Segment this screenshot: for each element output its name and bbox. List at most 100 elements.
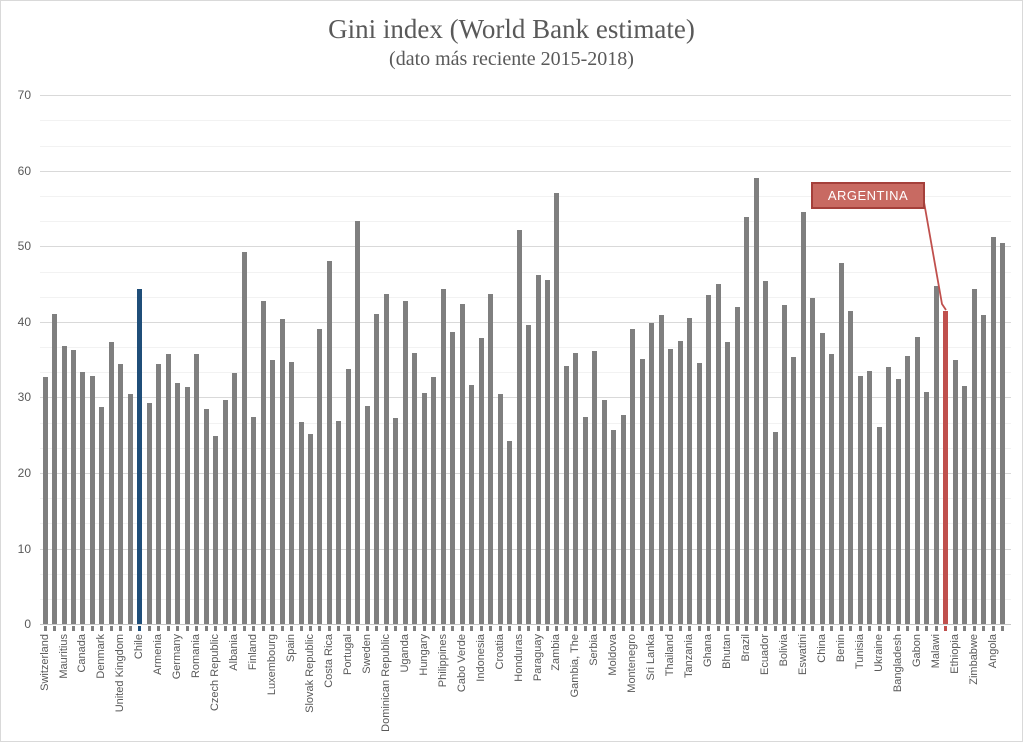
bar-bolivia[interactable]: [781, 305, 787, 624]
bar[interactable]: [70, 349, 76, 624]
bar[interactable]: [886, 367, 892, 624]
bar-albania[interactable]: [232, 373, 238, 624]
bar[interactable]: [753, 177, 759, 624]
bar[interactable]: [848, 310, 854, 624]
bar-ethiopia[interactable]: [952, 359, 958, 624]
bar[interactable]: [507, 441, 512, 624]
bar-denmark[interactable]: [99, 407, 105, 624]
bar-honduras[interactable]: [516, 230, 522, 624]
bar-hungary[interactable]: [421, 392, 427, 624]
bar-eswatini[interactable]: [800, 211, 806, 624]
bar[interactable]: [544, 280, 550, 624]
bar-zimbabwe[interactable]: [971, 289, 977, 624]
bar-cabo-verde[interactable]: [459, 303, 465, 624]
bar-zambia[interactable]: [554, 192, 560, 624]
bar-ukraine[interactable]: [876, 426, 882, 624]
bar[interactable]: [677, 340, 683, 624]
bar[interactable]: [298, 421, 304, 624]
bar[interactable]: [639, 358, 645, 624]
bar-finland[interactable]: [251, 417, 257, 624]
bar[interactable]: [658, 315, 664, 624]
bar[interactable]: [431, 377, 437, 624]
bar[interactable]: [981, 315, 986, 624]
bar[interactable]: [469, 385, 475, 624]
bar-portugal[interactable]: [345, 368, 351, 624]
bar-argentina[interactable]: [943, 311, 949, 624]
bar[interactable]: [734, 306, 740, 624]
bar-bhutan[interactable]: [725, 341, 731, 624]
bar-gambia-the[interactable]: [573, 352, 579, 624]
bar[interactable]: [962, 386, 968, 624]
bar-tunisia[interactable]: [857, 376, 863, 624]
bar[interactable]: [336, 420, 342, 624]
bar[interactable]: [810, 297, 816, 624]
bar[interactable]: [924, 392, 930, 624]
bar-luxembourg[interactable]: [270, 360, 275, 624]
bar-uganda[interactable]: [402, 300, 408, 624]
bar-spain[interactable]: [289, 361, 294, 624]
bar[interactable]: [165, 354, 171, 624]
bar[interactable]: [563, 365, 569, 624]
bar[interactable]: [488, 293, 494, 624]
bar-paraguay[interactable]: [535, 275, 541, 624]
bar[interactable]: [526, 324, 531, 624]
bar-montenegro[interactable]: [630, 329, 636, 624]
bar-brazil[interactable]: [744, 216, 749, 624]
bar-philippines[interactable]: [440, 288, 446, 624]
bar[interactable]: [279, 318, 285, 624]
bar-united-kingdom[interactable]: [118, 364, 124, 624]
bar[interactable]: [374, 314, 380, 624]
bar[interactable]: [222, 399, 228, 624]
bar[interactable]: [355, 221, 361, 624]
bar[interactable]: [791, 356, 797, 624]
bar-mauritius[interactable]: [61, 346, 67, 624]
bar[interactable]: [715, 284, 721, 624]
bar[interactable]: [601, 400, 607, 624]
bar-tanzania[interactable]: [687, 318, 693, 624]
bar[interactable]: [582, 417, 588, 624]
bar-ecuador[interactable]: [763, 281, 768, 624]
bar-germany[interactable]: [175, 383, 181, 624]
bar[interactable]: [184, 386, 190, 624]
bar[interactable]: [203, 408, 209, 624]
bar[interactable]: [108, 341, 114, 624]
argentina-callout-box[interactable]: ARGENTINA: [811, 182, 925, 209]
bar-serbia[interactable]: [592, 350, 598, 624]
bar[interactable]: [772, 432, 778, 624]
bar-china[interactable]: [819, 333, 825, 624]
bar-moldova[interactable]: [611, 429, 617, 624]
bar[interactable]: [696, 363, 702, 624]
bar[interactable]: [146, 403, 152, 624]
bar-sweden[interactable]: [364, 406, 370, 624]
bar-czech-republic[interactable]: [213, 435, 219, 624]
bar[interactable]: [241, 251, 247, 624]
bar-sri-lanka[interactable]: [649, 323, 655, 624]
bar[interactable]: [393, 417, 399, 624]
bar[interactable]: [450, 331, 456, 624]
bar-angola[interactable]: [990, 236, 996, 624]
bar[interactable]: [905, 355, 911, 624]
bar[interactable]: [620, 414, 626, 624]
bar[interactable]: [89, 375, 95, 624]
bar-dominican-republic[interactable]: [383, 293, 389, 624]
bar-malawi[interactable]: [933, 286, 939, 624]
bar-switzerland[interactable]: [42, 377, 48, 624]
bar-costa-rica[interactable]: [326, 261, 332, 624]
bar-bangladesh[interactable]: [895, 379, 901, 624]
bar-benin[interactable]: [838, 262, 844, 624]
bar[interactable]: [412, 352, 418, 624]
bar-romania[interactable]: [194, 353, 200, 624]
bar-indonesia[interactable]: [478, 338, 484, 624]
bar[interactable]: [1000, 243, 1005, 624]
bar-gabon[interactable]: [914, 336, 920, 624]
bar-ghana[interactable]: [706, 295, 712, 624]
bar[interactable]: [829, 354, 835, 624]
bar-slovak-republic[interactable]: [307, 433, 313, 624]
bar-chile[interactable]: [137, 288, 143, 624]
bar[interactable]: [867, 370, 873, 624]
bar-canada[interactable]: [80, 372, 86, 624]
bar[interactable]: [260, 300, 266, 624]
bar-armenia[interactable]: [156, 364, 162, 624]
bar-thailand[interactable]: [668, 349, 674, 624]
bar[interactable]: [317, 329, 323, 624]
